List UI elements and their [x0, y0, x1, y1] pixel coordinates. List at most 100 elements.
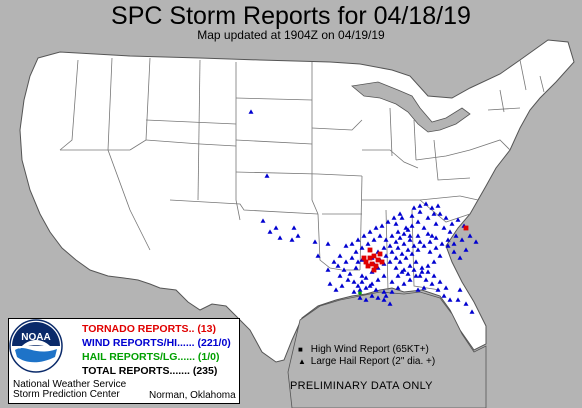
- wind-report-marker: [389, 233, 395, 238]
- wind-report-marker: [431, 259, 437, 264]
- wind-report-marker: [325, 241, 331, 246]
- wind-report-marker: [457, 255, 463, 260]
- wind-report-marker: [439, 241, 445, 246]
- wind-report-marker: [389, 279, 395, 284]
- wind-report-marker: [451, 249, 457, 254]
- wind-report-marker: [437, 253, 443, 258]
- wind-report-marker: [435, 203, 441, 208]
- wind-report-marker: [415, 247, 421, 252]
- wind-report-marker: [415, 219, 421, 224]
- tornado-report-marker: [363, 259, 369, 265]
- wind-report-marker: [273, 225, 279, 230]
- wind-report-marker: [443, 215, 449, 220]
- wind-report-marker: [264, 173, 270, 178]
- wind-report-marker: [363, 275, 369, 280]
- wind-report-marker: [401, 241, 407, 246]
- square-icon: ■: [298, 345, 303, 354]
- wind-report-marker: [361, 233, 367, 238]
- wind-report-marker: [421, 225, 427, 230]
- tornado-report-marker: [371, 267, 377, 273]
- wind-report-marker: [260, 218, 266, 223]
- triangle-icon: ▲: [298, 357, 306, 366]
- wind-report-marker: [373, 225, 379, 230]
- us-landmass: [19, 39, 575, 363]
- tornado-report-marker: [367, 255, 373, 261]
- wind-report-marker: [333, 287, 339, 292]
- wind-report-marker: [339, 283, 345, 288]
- state-borders: [59, 57, 545, 291]
- wind-report-marker: [429, 205, 435, 210]
- wind-report-marker: [445, 237, 451, 242]
- wind-report-marker: [441, 225, 447, 230]
- wind-report-marker: [393, 221, 399, 226]
- wind-report-marker: [445, 243, 451, 248]
- wind-report-marker: [401, 281, 407, 286]
- wind-report-marker: [433, 245, 439, 250]
- wind-report-marker: [351, 289, 357, 294]
- agency-name: National Weather Service Storm Predictio…: [13, 380, 126, 400]
- wind-report-marker: [383, 293, 389, 298]
- wind-report-marker: [355, 237, 361, 242]
- wind-report-marker: [401, 231, 407, 236]
- wind-report-marker: [357, 295, 363, 300]
- wind-report-marker: [417, 273, 423, 278]
- wind-report-marker: [397, 235, 403, 240]
- wind-report-marker: [455, 217, 461, 222]
- wind-report-marker: [411, 243, 417, 248]
- wind-report-marker: [355, 259, 361, 264]
- wind-report-marker: [425, 231, 431, 236]
- wind-report-marker: [395, 229, 401, 234]
- wind-report-marker: [407, 277, 413, 282]
- wind-report-marker: [413, 259, 419, 264]
- wind-report-marker: [437, 279, 443, 284]
- agency-line-1: National Weather Service: [13, 379, 127, 390]
- wind-report-marker: [353, 249, 359, 254]
- preliminary-notice: PRELIMINARY DATA ONLY: [290, 380, 433, 392]
- wind-report-marker: [431, 273, 437, 278]
- high-wind-key-label: High Wind Report (65KT+): [310, 344, 429, 355]
- wind-report-marker: [409, 251, 415, 256]
- wind-report-marker: [363, 285, 369, 290]
- wind-report-marker: [473, 239, 479, 244]
- great-lakes: [351, 81, 471, 133]
- tornado-report-count: TORNADO REPORTS.. (13): [82, 323, 216, 335]
- wind-report-marker: [315, 253, 321, 258]
- wind-report-marker: [349, 255, 355, 260]
- wind-report-marker: [409, 213, 415, 218]
- wind-report-marker: [421, 285, 427, 290]
- tornado-report-marker: [379, 259, 385, 265]
- wind-report-marker: [359, 273, 365, 278]
- wind-report-marker: [469, 309, 475, 314]
- large-hail-key-label: Large Hail Report (2" dia. +): [310, 356, 436, 367]
- wind-report-marker: [463, 247, 469, 252]
- tornado-report-marker: [375, 257, 381, 263]
- wind-report-marker: [399, 269, 405, 274]
- wind-report-marker: [407, 233, 413, 238]
- tornado-report-marker: [377, 251, 383, 257]
- wind-report-marker: [421, 243, 427, 248]
- wind-report-marker: [393, 239, 399, 244]
- wind-report-marker: [427, 239, 433, 244]
- wind-report-marker: [367, 229, 373, 234]
- wind-report-marker: [411, 267, 417, 272]
- wind-report-marker: [451, 241, 457, 246]
- wind-report-marker: [375, 295, 381, 300]
- wind-report-marker: [363, 297, 369, 302]
- wind-report-marker: [455, 297, 461, 302]
- tornado-report-marker: [373, 263, 379, 269]
- wind-report-marker: [397, 259, 403, 264]
- wind-report-marker: [417, 209, 423, 214]
- wind-report-marker: [447, 229, 453, 234]
- wind-report-marker: [355, 283, 361, 288]
- wind-report-marker: [453, 233, 459, 238]
- wind-report-marker: [371, 237, 377, 242]
- wind-report-marker: [327, 281, 333, 286]
- wind-report-marker: [379, 223, 385, 228]
- tornado-report-marker: [361, 255, 367, 261]
- wind-report-marker: [312, 239, 318, 244]
- wind-report-marker: [419, 265, 425, 270]
- wind-report-marker: [277, 235, 283, 240]
- wind-report-marker: [381, 297, 387, 302]
- wind-report-marker: [373, 287, 379, 292]
